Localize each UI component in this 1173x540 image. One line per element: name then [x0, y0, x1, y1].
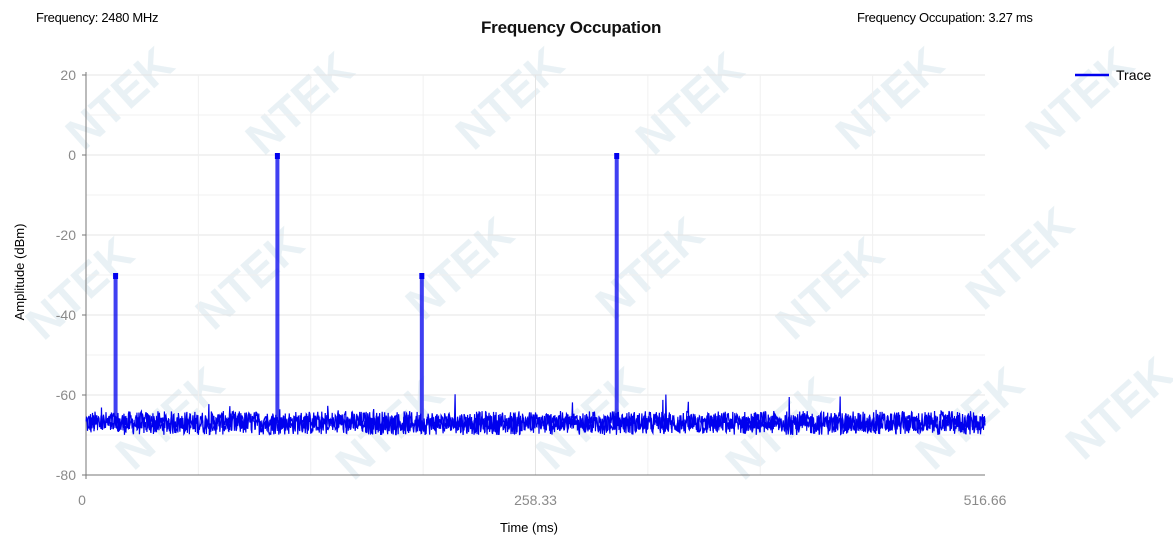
frequency-label: Frequency: 2480 MHz [36, 10, 159, 25]
watermark-text: NTEK [235, 42, 363, 164]
y-tick-label: 0 [68, 147, 76, 163]
watermark-text: NTEK [395, 207, 523, 329]
axes [82, 72, 985, 479]
trace-pulse-peak [419, 273, 425, 279]
trace-noise-floor [85, 413, 986, 433]
occupation-label: Frequency Occupation: 3.27 ms [857, 10, 1033, 25]
trace-pulse [614, 155, 619, 423]
y-axis-title: Amplitude (dBm) [12, 224, 27, 321]
watermark-text: NTEK [15, 227, 143, 349]
trace-pulse-peak [614, 153, 620, 159]
grid-lines [86, 74, 985, 476]
trace-pulse [113, 275, 118, 423]
watermark-text: NTEK [765, 227, 893, 349]
trace-pulse-peak [274, 153, 280, 159]
legend: Trace [1075, 67, 1151, 83]
trace-pulse [419, 275, 424, 423]
y-tick-label: -80 [56, 467, 76, 483]
watermark-text: NTEK [445, 37, 573, 159]
x-tick-label: 0 [78, 492, 86, 508]
watermark-text: NTEK [625, 42, 753, 164]
y-tick-label: -60 [56, 387, 76, 403]
watermark-text: NTEK [825, 37, 953, 159]
legend-entry-trace: Trace [1116, 67, 1151, 83]
plot-area [85, 153, 986, 436]
trace-pulse-peak [113, 273, 119, 279]
y-tick-label: -40 [56, 307, 76, 323]
trace-pulse [275, 155, 280, 423]
x-axis-title: Time (ms) [500, 520, 558, 535]
x-tick-label: 516.66 [964, 492, 1007, 508]
x-tick-label: 258.33 [514, 492, 557, 508]
watermark-text: NTEK [55, 37, 183, 159]
chart-title: Frequency Occupation [481, 18, 662, 37]
y-tick-label: 20 [60, 67, 76, 83]
y-tick-label: -20 [56, 227, 76, 243]
watermark-text: NTEK [1015, 37, 1143, 159]
watermark-text: NTEK [955, 197, 1083, 319]
tick-labels: 200-20-40-60-800 258.33 516.66 [56, 67, 1007, 508]
watermark-text: NTEK [1055, 347, 1173, 469]
watermark-text: NTEK [585, 207, 713, 329]
